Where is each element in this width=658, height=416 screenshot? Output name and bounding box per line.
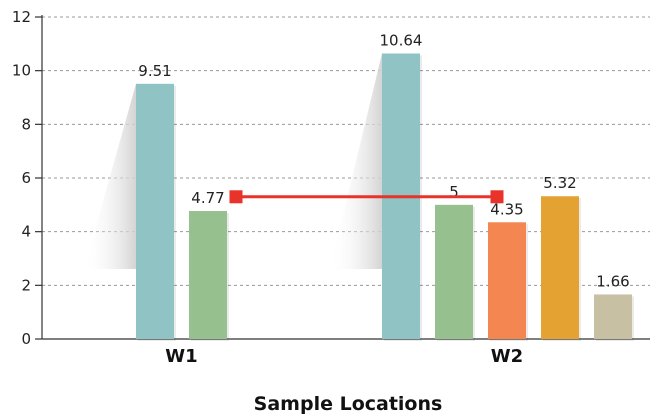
bar [594,294,632,339]
connector-marker [490,190,504,204]
bar [488,222,526,339]
bars [136,53,632,339]
bar-shadow [84,83,136,269]
data-label: 1.66 [596,272,629,290]
data-label: 5 [449,183,459,201]
data-label: 9.51 [138,62,171,80]
data-label: 10.64 [380,31,423,49]
group-label: W1 [165,346,197,367]
y-tick-label: 4 [21,223,31,241]
y-tick-label: 0 [21,330,31,348]
y-tick-label: 8 [21,115,31,133]
connector-marker [229,190,243,204]
bar [541,196,579,339]
y-tick-label: 2 [21,276,31,294]
y-tick-label: 10 [12,62,31,80]
data-labels: 9.51 4.77 W1 10.64 5 4.35 5.32 1.66 W2 [138,31,629,367]
group-label: W2 [491,346,523,367]
data-label: 4.35 [490,200,523,218]
x-axis-title: Sample Locations [254,393,443,415]
y-tick-label: 12 [12,8,31,26]
bar-shadow [330,53,382,269]
bar [136,83,174,339]
y-tick-label: 6 [21,169,31,187]
data-label: 4.77 [191,189,224,207]
bar [189,211,227,339]
connector [229,190,504,204]
bar [435,204,473,339]
data-label: 5.32 [543,174,576,192]
